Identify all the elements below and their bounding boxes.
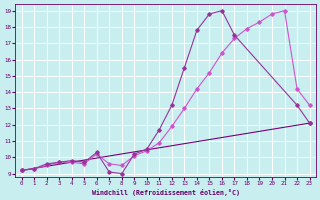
X-axis label: Windchill (Refroidissement éolien,°C): Windchill (Refroidissement éolien,°C) <box>92 189 240 196</box>
